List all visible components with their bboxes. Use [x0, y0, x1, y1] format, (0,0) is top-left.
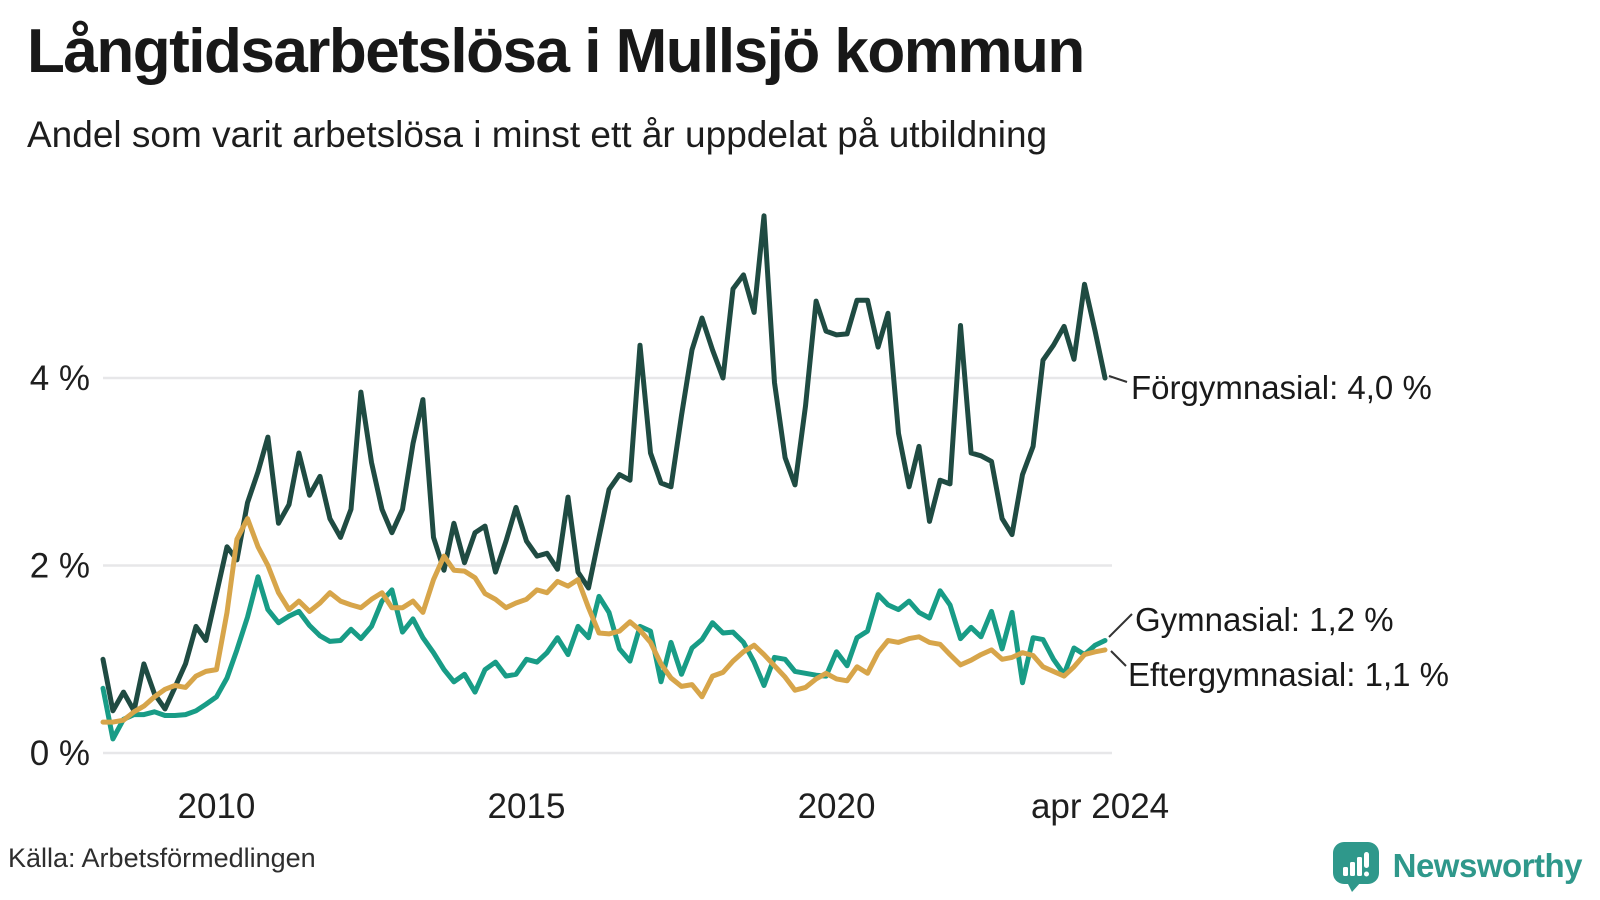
- x-tick-label: apr 2024: [1031, 787, 1169, 826]
- x-tick-label: 2010: [178, 787, 256, 826]
- x-tick-label: 2015: [488, 787, 566, 826]
- page-title: Långtidsarbetslösa i Mullsjö kommun: [27, 17, 1085, 86]
- y-tick-label: 2 %: [30, 547, 90, 586]
- y-tick-label: 4 %: [30, 359, 90, 398]
- y-tick-label: 0 %: [30, 734, 90, 773]
- line-chart-canvas: 0 % 2 % 4 % 2010 2015 2020 apr 2024: [30, 213, 1169, 826]
- series-line-gymnasial: [100, 574, 1108, 742]
- series-label-forgymnasial: Förgymnasial: 4,0 %: [1131, 369, 1432, 406]
- newsworthy-wordmark: Newsworthy: [1392, 847, 1583, 884]
- label-connector-eftergymnasial: [1110, 650, 1127, 667]
- series-line-förgymnasial: [100, 213, 1108, 714]
- newsworthy-logo-icon: [1332, 842, 1379, 892]
- label-connector-gymnasial: [1108, 613, 1133, 638]
- label-connector-forgymnasial: [1108, 375, 1128, 383]
- source-credit: Källa: Arbetsförmedlingen: [8, 843, 316, 873]
- series-label-eftergymnasial: Eftergymnasial: 1,1 %: [1128, 656, 1449, 693]
- series-label-gymnasial: Gymnasial: 1,2 %: [1135, 601, 1394, 638]
- newsworthy-logo: Newsworthy: [1331, 840, 1583, 892]
- series-line-eftergymnasial: [100, 516, 1108, 725]
- x-tick-label: 2020: [798, 787, 876, 826]
- page-subtitle: Andel som varit arbetslösa i minst ett å…: [27, 114, 1048, 155]
